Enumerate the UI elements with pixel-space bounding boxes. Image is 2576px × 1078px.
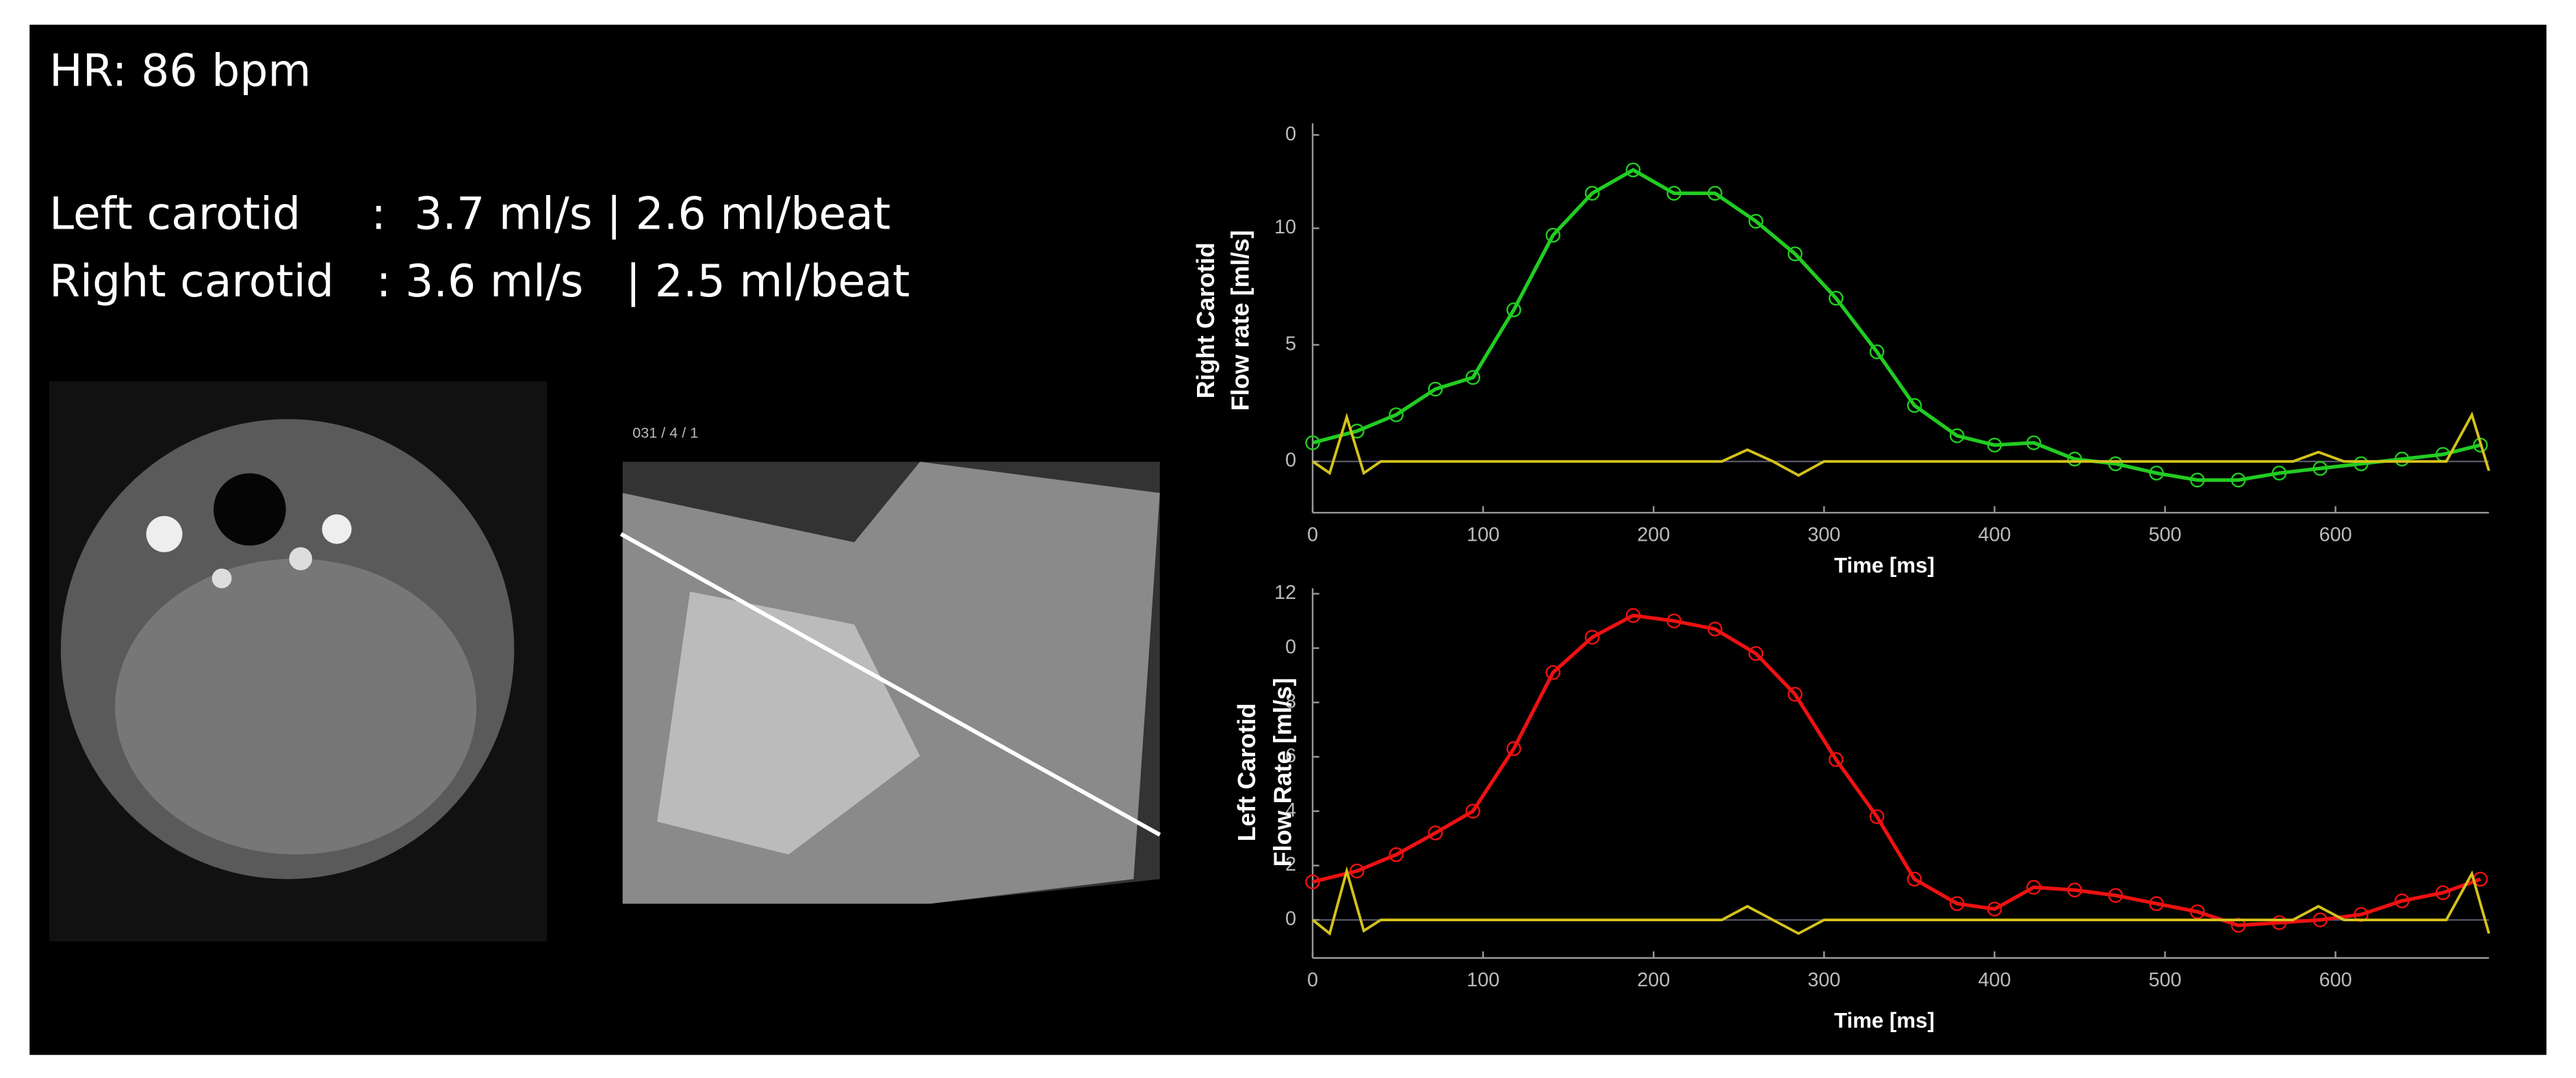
point (2313, 461, 2328, 476)
point (2149, 465, 2164, 480)
y-tick-label: 8 (1285, 691, 1296, 713)
x-tick-label: 100 (1467, 969, 1499, 991)
x-tick-label: 500 (2148, 524, 2181, 546)
point (1428, 825, 1443, 840)
point (1465, 370, 1480, 385)
point (2394, 893, 2410, 909)
point (1869, 344, 1885, 359)
point (1788, 686, 1803, 702)
y-tick-label: 5 (1285, 333, 1296, 355)
point (1506, 741, 1521, 756)
point (1506, 302, 1521, 318)
point (1584, 185, 1600, 201)
point (1625, 608, 1641, 624)
point (2026, 880, 2042, 895)
point (2149, 896, 2164, 912)
y-tick-label: 2 (1285, 854, 1296, 875)
x-tick-label: 400 (1978, 969, 2011, 991)
point (1828, 752, 1844, 767)
point (2435, 885, 2451, 901)
point (1305, 874, 1320, 890)
point (1748, 646, 1764, 661)
point (1625, 162, 1641, 178)
y-tick-label: 6 (1285, 745, 1296, 767)
point (1545, 665, 1561, 680)
x-axis-label: Time [ms] (1834, 1008, 1935, 1032)
x-tick-label: 600 (2319, 969, 2352, 991)
point (1869, 809, 1885, 824)
point (1788, 246, 1803, 261)
x-tick-label: 300 (1807, 969, 1840, 991)
y-axis-label: Flow rate [ml/s] (1226, 230, 1254, 411)
x-tick-label: 0 (1307, 524, 1318, 546)
y-axis-label: Left Carotid (1233, 703, 1261, 841)
x-tick-label: 500 (2148, 969, 2181, 991)
y-tick-label: 0 (1285, 123, 1296, 145)
point (1708, 185, 1723, 201)
point (2108, 888, 2124, 903)
flow-line: Left carotid : 3.7 ml/s | 2.6 ml/beat (49, 189, 890, 240)
y-tick-label: 0 (1285, 908, 1296, 930)
point (2067, 451, 2083, 467)
point (2108, 456, 2124, 472)
x-tick-label: 200 (1637, 969, 1670, 991)
point (2271, 465, 2287, 480)
point (1666, 185, 1682, 201)
heart-rate: HR: 86 bpm (49, 46, 311, 97)
point (1907, 398, 1922, 413)
point (1428, 381, 1443, 397)
point (2230, 472, 2246, 488)
point (1748, 214, 1764, 229)
x-axis-label: Time [ms] (1834, 554, 1935, 578)
point (2271, 915, 2287, 930)
y-axis-label: Right Carotid (1192, 242, 1220, 398)
y-tick-label: 4 (1285, 799, 1296, 821)
point (1465, 804, 1480, 819)
x-tick-label: 600 (2319, 524, 2352, 546)
point (2190, 904, 2205, 919)
y-axis-label: Flow Rate [ml/s] (1269, 678, 1297, 867)
point (1545, 227, 1561, 243)
sagittal-image (619, 461, 1161, 904)
point (1708, 621, 1723, 637)
point (2067, 882, 2083, 898)
y-tick-label: 10 (1274, 216, 1296, 238)
x-tick-label: 300 (1807, 524, 1840, 546)
point (1828, 290, 1844, 306)
point (1949, 896, 1965, 912)
y-tick-label: 0 (1285, 450, 1296, 472)
x-tick-label: 400 (1978, 524, 2011, 546)
y-tick-label: 12 (1274, 582, 1296, 604)
point (1666, 613, 1682, 628)
point (1987, 437, 2002, 453)
point (1907, 871, 1922, 887)
point (2354, 456, 2369, 472)
point (1305, 435, 1320, 450)
image-label: 031 / 4 / 1 (632, 424, 698, 441)
point (1584, 630, 1600, 645)
point (1949, 428, 1965, 444)
series-line (1311, 411, 2490, 477)
axial-image (49, 381, 548, 942)
x-tick-label: 200 (1637, 524, 1670, 546)
point (2313, 912, 2328, 927)
point (2026, 435, 2042, 450)
flow-line: Right carotid : 3.6 ml/s | 2.5 ml/beat (49, 256, 910, 307)
point (2190, 472, 2205, 488)
point (1987, 901, 2002, 916)
x-tick-label: 100 (1467, 524, 1499, 546)
point (1389, 847, 1404, 862)
series-line (1311, 866, 2490, 936)
x-tick-label: 0 (1307, 969, 1318, 991)
point (1349, 863, 1365, 879)
y-tick-label: 0 (1285, 636, 1296, 658)
point (1389, 407, 1404, 422)
point (2394, 451, 2410, 467)
